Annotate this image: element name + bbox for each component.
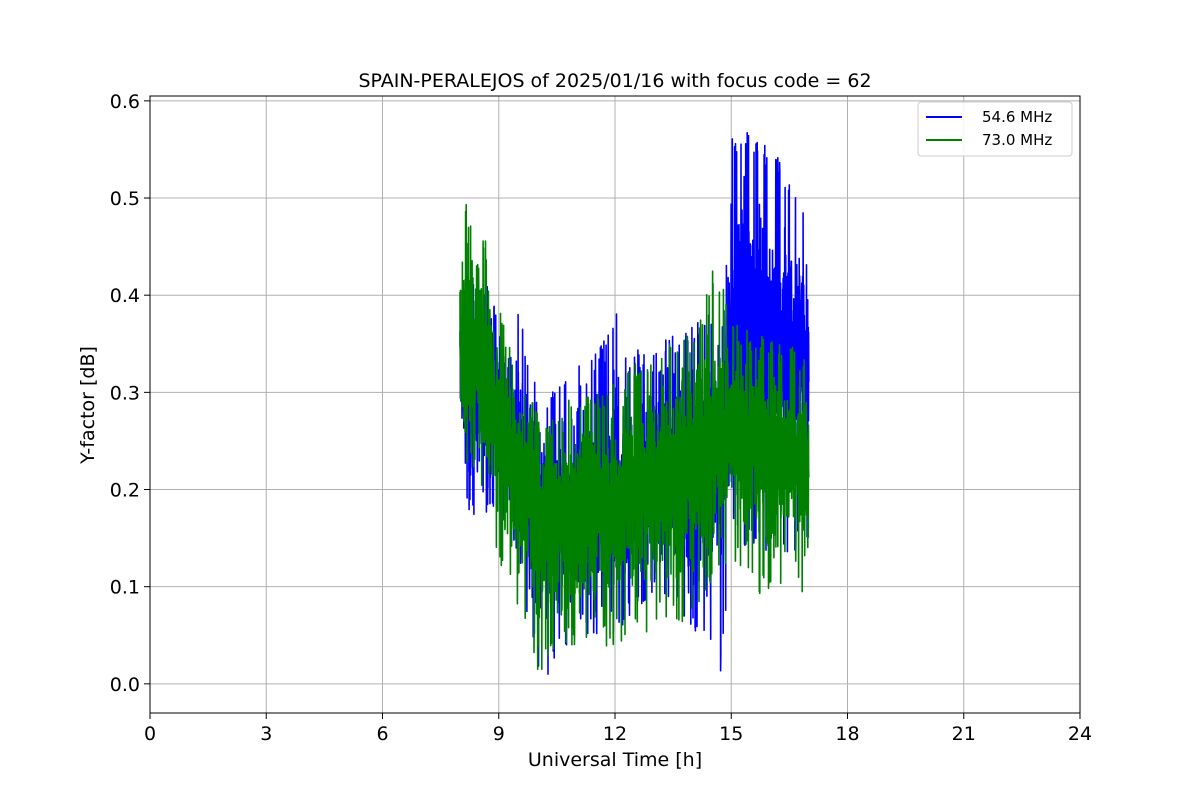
legend-label-54-6-mhz: 54.6 MHz	[982, 108, 1052, 126]
series-group	[459, 131, 810, 675]
x-tick-label: 12	[603, 723, 627, 745]
legend: 54.6 MHz 73.0 MHz	[917, 101, 1073, 157]
x-tick-label: 15	[719, 723, 743, 745]
legend-label-73-0-mhz: 73.0 MHz	[982, 131, 1052, 149]
chart-title: SPAIN-PERALEJOS of 2025/01/16 with focus…	[358, 70, 871, 92]
x-tick-label: 3	[260, 723, 272, 745]
x-tick-label: 21	[952, 723, 976, 745]
x-tick-label: 0	[144, 723, 156, 745]
y-tick-label: 0.1	[110, 577, 140, 599]
y-tick-label: 0.2	[110, 480, 140, 502]
series-line-73-0-mhz	[459, 203, 810, 671]
y-tick-label: 0.4	[110, 285, 140, 307]
x-tick-label: 18	[835, 723, 859, 745]
axis-ticks: 0 3 6 9 12 15 18 21 24 0.0 0.1 0.2 0.3 0.4 0.5 0.6	[110, 91, 1092, 745]
legend-box	[917, 101, 1073, 157]
x-tick-label: 9	[493, 723, 505, 745]
x-tick-label: 6	[376, 723, 388, 745]
y-tick-label: 0.0	[110, 674, 140, 696]
x-axis-label: Universal Time [h]	[528, 749, 702, 771]
y-axis-label: Y-factor [dB]	[77, 346, 99, 465]
x-tick-label: 24	[1068, 723, 1092, 745]
y-tick-label: 0.3	[110, 382, 140, 404]
y-tick-label: 0.6	[110, 91, 140, 113]
y-tick-label: 0.5	[110, 188, 140, 210]
